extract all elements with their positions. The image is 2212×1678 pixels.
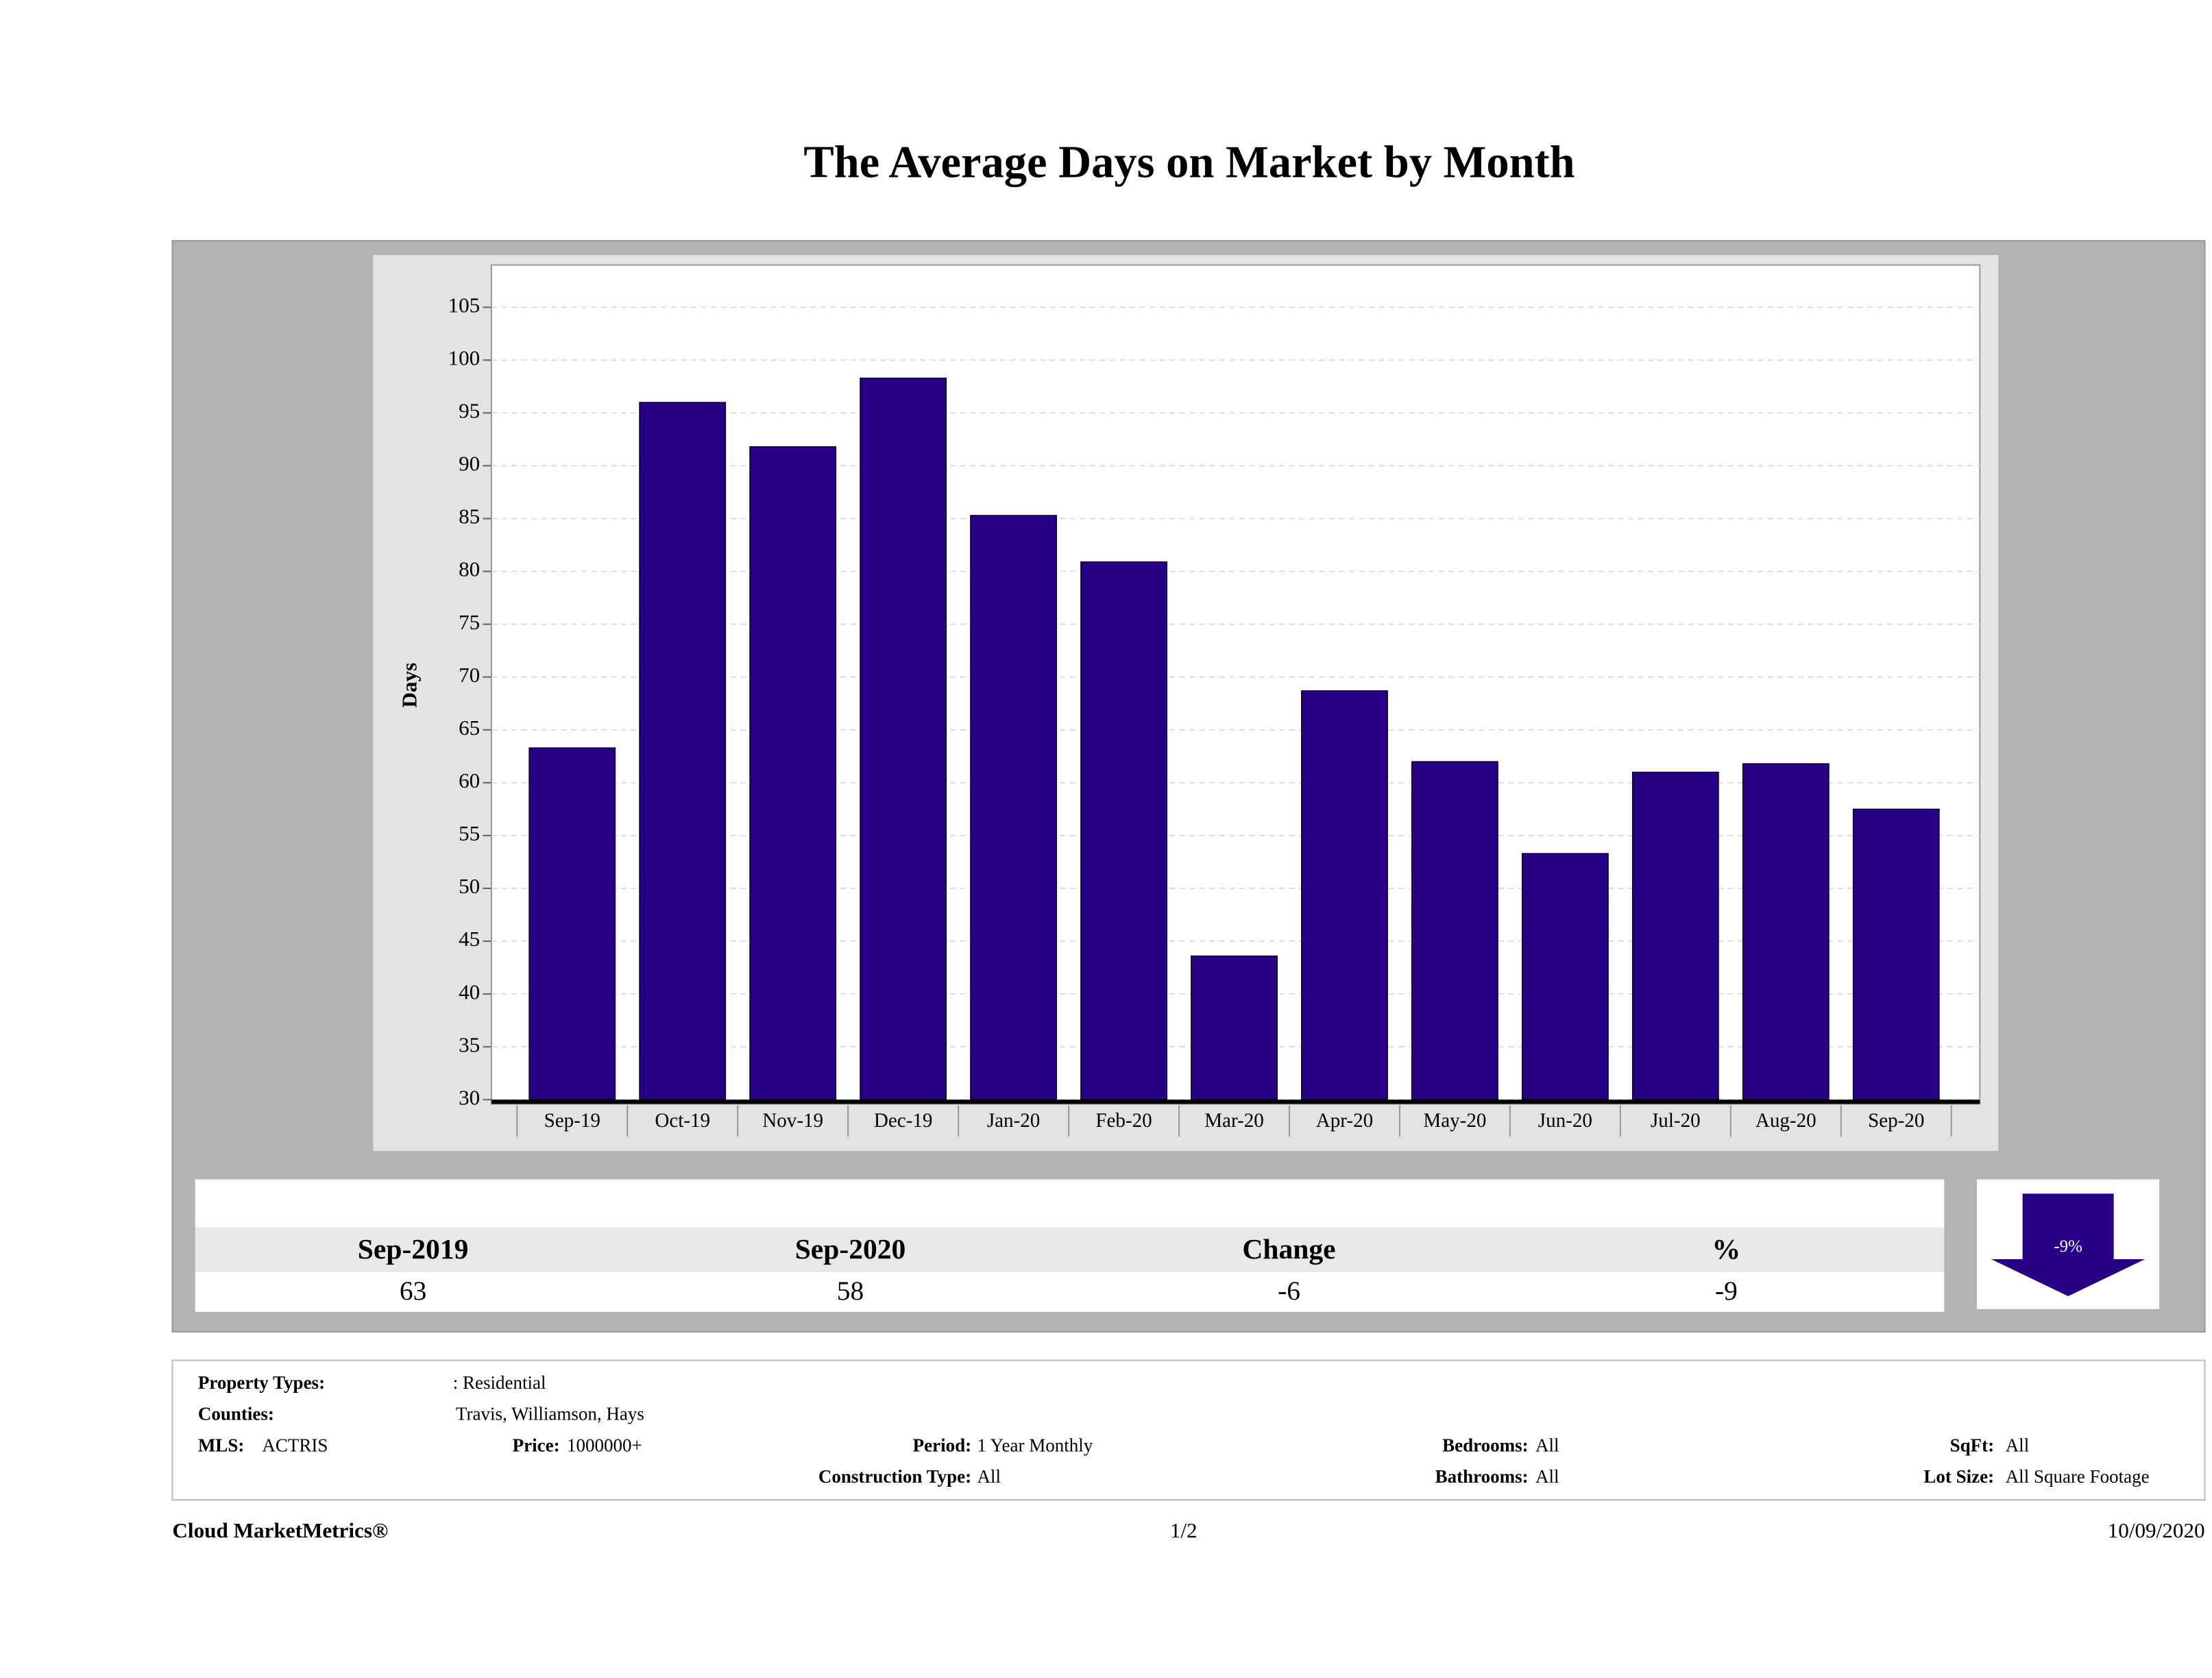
filter-label: SqFt:	[1950, 1435, 1995, 1455]
summary-header: Sep-2019	[358, 1233, 469, 1265]
x-tick-label: May-20	[1423, 1110, 1486, 1132]
x-tick-label: Jan-20	[987, 1110, 1041, 1132]
filter-label: Bedrooms:	[1442, 1435, 1528, 1455]
bar	[749, 446, 837, 1100]
summary-value-row	[195, 1272, 1945, 1312]
filter-value: 1 Year Monthly	[977, 1435, 1093, 1455]
filter-label: Bathrooms:	[1435, 1466, 1529, 1487]
y-tick-label: 70	[459, 663, 480, 687]
filter-label: Price:	[513, 1435, 560, 1455]
bar	[1191, 956, 1278, 1100]
footer-date: 10/09/2020	[2108, 1518, 2205, 1542]
bar	[528, 747, 616, 1100]
y-tick-label: 50	[459, 874, 480, 898]
y-axis-label: Days	[398, 663, 422, 708]
footer-page: 1/2	[1170, 1518, 1198, 1542]
filter-value: All	[977, 1466, 1001, 1487]
x-tick-label: Nov-19	[762, 1110, 823, 1132]
y-tick-label: 30	[459, 1085, 480, 1109]
filter-value: All Square Footage	[2006, 1466, 2150, 1487]
x-tick-label: Apr-20	[1316, 1110, 1373, 1132]
filter-label: Period:	[913, 1435, 971, 1455]
bar	[1631, 771, 1719, 1100]
summary-value: -6	[1278, 1276, 1300, 1306]
bar	[1742, 763, 1830, 1100]
y-tick-label: 95	[459, 399, 480, 423]
filter-value: Travis, Williamson, Hays	[456, 1404, 644, 1424]
y-tick-label: 85	[459, 504, 480, 528]
filter-value: All	[1535, 1435, 1559, 1455]
x-tick-label: Jun-20	[1538, 1110, 1592, 1132]
filter-label: Lot Size:	[1923, 1466, 1994, 1487]
chart-title: The Average Days on Market by Month	[803, 137, 1575, 187]
summary-header: Change	[1242, 1233, 1335, 1265]
bar	[860, 377, 947, 1100]
y-tick-label: 105	[448, 293, 481, 317]
x-tick-label: Feb-20	[1095, 1110, 1152, 1132]
y-tick-label: 40	[459, 980, 480, 1004]
x-tick-label: Aug-20	[1755, 1110, 1816, 1132]
y-tick-label: 75	[459, 610, 480, 634]
y-tick-label: 55	[459, 821, 480, 845]
y-tick-label: 90	[459, 452, 480, 476]
x-tick-label: Jul-20	[1651, 1110, 1701, 1132]
filter-label: Construction Type:	[818, 1466, 971, 1487]
bar	[1852, 808, 1940, 1100]
y-tick-label: 35	[459, 1032, 480, 1056]
filter-value: All	[1535, 1466, 1559, 1487]
x-tick-label: Sep-20	[1868, 1110, 1924, 1132]
bar	[1301, 690, 1388, 1100]
arrow-label: -9%	[2054, 1237, 2082, 1256]
bar	[1521, 853, 1609, 1100]
plot: 30 35 40 45 50 55 60 65 70 75 80 85 90 95 100 105 Sep-19…	[448, 293, 1980, 1137]
summary-value: 58	[837, 1276, 864, 1306]
summary-header-row	[195, 1228, 1945, 1272]
summary-header: %	[1712, 1233, 1741, 1265]
y-tick-label: 65	[459, 716, 480, 740]
summary-row	[195, 1179, 1945, 1228]
filter-value: 1000000+	[567, 1435, 642, 1455]
bar	[970, 515, 1057, 1100]
y-tick-label: 45	[459, 927, 480, 951]
summary-value: 63	[400, 1276, 426, 1306]
bar	[639, 402, 727, 1100]
summary-header: Sep-2020	[795, 1233, 906, 1265]
footer-brand: Cloud MarketMetrics®	[172, 1518, 388, 1542]
filter-label: MLS:	[198, 1435, 244, 1455]
filter-label: Property Types:	[198, 1372, 325, 1393]
x-tick-label: Dec-19	[874, 1110, 933, 1132]
x-tick-label: Oct-19	[655, 1110, 710, 1132]
filter-value: ACTRIS	[262, 1435, 328, 1455]
summary-value: -9	[1715, 1276, 1738, 1306]
filter-label: Counties:	[198, 1404, 274, 1424]
x-tick-label: Sep-19	[544, 1110, 600, 1132]
bar	[1411, 761, 1498, 1100]
filters-box	[171, 1359, 2206, 1501]
filter-value: : Residential	[453, 1372, 546, 1393]
y-tick-label: 100	[448, 345, 481, 369]
down-arrow	[1991, 1193, 2146, 1297]
x-tick-label: Mar-20	[1204, 1110, 1264, 1132]
y-tick-label: 80	[459, 557, 480, 581]
filter-value: All	[2006, 1435, 2030, 1455]
y-tick-label: 60	[459, 768, 480, 792]
bar	[1080, 561, 1167, 1100]
